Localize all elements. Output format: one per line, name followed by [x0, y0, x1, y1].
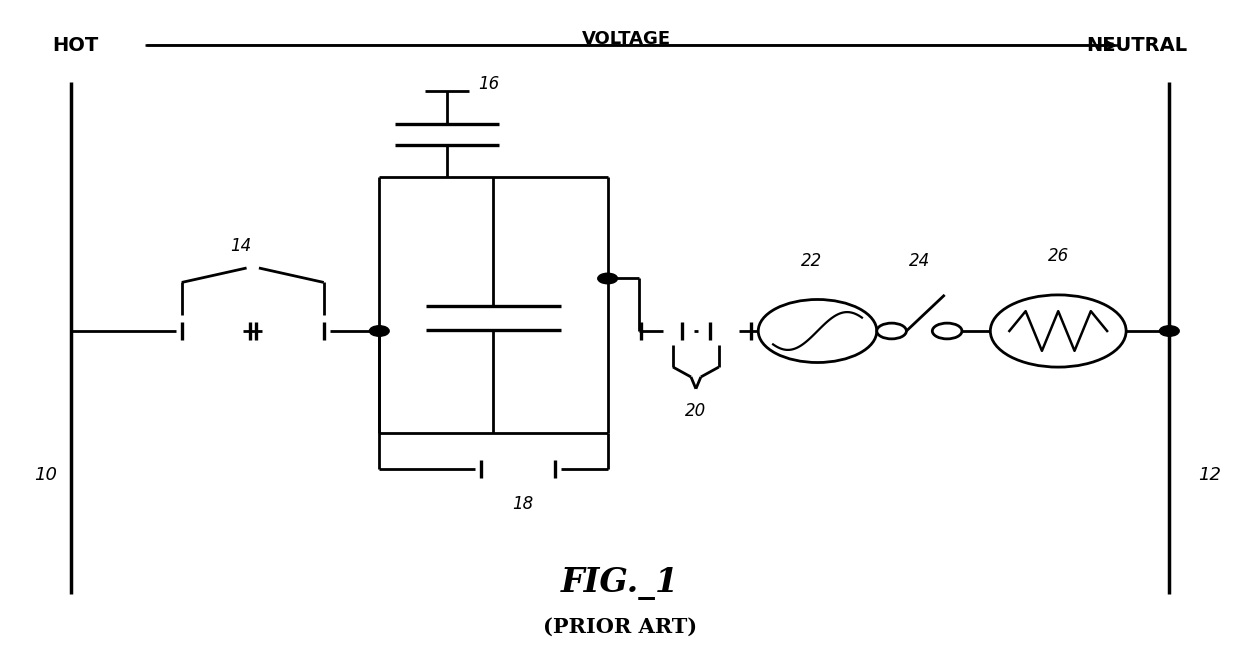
Circle shape — [598, 273, 618, 284]
Text: 16: 16 — [479, 75, 500, 93]
Text: 20: 20 — [686, 402, 707, 420]
Text: 10: 10 — [33, 467, 57, 485]
Text: 18: 18 — [512, 495, 533, 513]
Text: FIG._1: FIG._1 — [560, 567, 680, 600]
Text: NEUTRAL: NEUTRAL — [1086, 36, 1188, 55]
Circle shape — [877, 323, 906, 339]
Text: (PRIOR ART): (PRIOR ART) — [543, 616, 697, 636]
Circle shape — [932, 323, 962, 339]
Text: VOLTAGE: VOLTAGE — [582, 30, 671, 48]
Text: HOT: HOT — [52, 36, 98, 55]
Circle shape — [370, 326, 389, 336]
Text: 14: 14 — [229, 237, 250, 256]
Circle shape — [1159, 326, 1179, 336]
Text: 24: 24 — [909, 252, 930, 270]
Text: 22: 22 — [801, 252, 822, 270]
Text: 12: 12 — [1198, 467, 1220, 485]
Text: 26: 26 — [1048, 248, 1069, 265]
